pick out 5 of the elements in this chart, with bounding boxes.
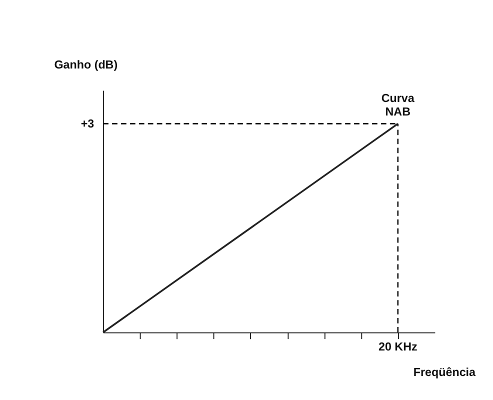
x-axis-title: Freqüência — [413, 366, 476, 379]
text: 20 KHz — [378, 340, 418, 354]
text: Curva NAB — [381, 92, 415, 119]
annotation: +3 — [80, 117, 95, 130]
y-axis-title: Ganho (dB) — [54, 58, 118, 72]
